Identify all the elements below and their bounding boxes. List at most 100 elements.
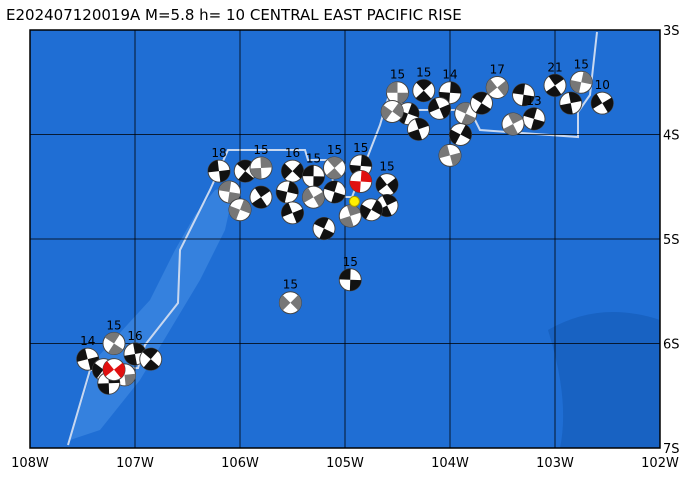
- event-label: 15: [253, 143, 268, 157]
- focal-mechanism: [485, 75, 509, 99]
- focal-mechanism: [249, 156, 273, 180]
- focal-mechanism: [380, 100, 404, 124]
- lat-tick-label: 5S: [663, 233, 680, 248]
- event-label: 15: [416, 66, 431, 80]
- event-label: 16: [127, 329, 142, 343]
- lon-tick-label: 102W: [641, 456, 679, 471]
- event-label: 15: [106, 319, 121, 333]
- event-label: 18: [211, 146, 226, 160]
- focal-mechanism: [438, 143, 462, 167]
- map-frame: [29, 29, 661, 449]
- beachball-quadrants: [349, 170, 372, 193]
- beachball-quadrants: [381, 102, 404, 121]
- focal-mechanism: [449, 123, 472, 146]
- event-label: 16: [285, 146, 300, 160]
- beachball-quadrants: [302, 165, 325, 188]
- focal-mechanism: [275, 180, 299, 204]
- event-label: 14: [442, 68, 457, 82]
- lat-tick-label: 4S: [663, 129, 680, 144]
- beachball-quadrants: [250, 156, 272, 179]
- focal-mechanism: [302, 164, 325, 188]
- event-label: 15: [390, 68, 405, 82]
- beachball-quadrants: [455, 102, 476, 125]
- beachball-quadrants: [503, 113, 523, 136]
- focal-mechanism: [312, 217, 336, 241]
- events: 15 15 14 17 21 15 10 13 18 15 16 15 15 15 15 14 15 16 15 15: [76, 57, 614, 395]
- beachball-quadrants: [251, 186, 271, 209]
- focal-mechanism: [559, 91, 583, 115]
- beachball-quadrants: [570, 71, 593, 94]
- focal-mechanism: [359, 198, 383, 222]
- beachball-quadrants: [415, 79, 432, 102]
- beachball-quadrants: [472, 92, 491, 115]
- event-label: 15: [327, 143, 342, 157]
- beachball-quadrants: [276, 181, 299, 203]
- focal-mechanism: [470, 91, 493, 115]
- focal-mechanism: [349, 154, 373, 178]
- focal-mechanism: [323, 180, 346, 204]
- beachball-quadrants: [449, 124, 472, 145]
- event-label: 15: [283, 278, 298, 292]
- beachball-quadrants: [229, 199, 251, 221]
- focal-mechanism: [590, 91, 614, 115]
- focal-mechanism: [338, 268, 362, 292]
- beachball-quadrants: [326, 156, 343, 179]
- lon-tick-label: 106W: [221, 456, 259, 471]
- beachball-quadrants: [360, 200, 383, 220]
- focal-mechanism: [543, 73, 567, 97]
- lat-tick-label: 3S: [663, 24, 680, 39]
- beachball-quadrants: [439, 144, 461, 167]
- lon-tick-label: 105W: [326, 456, 364, 471]
- lon-tick-label: 107W: [116, 456, 154, 471]
- beachball-quadrants: [142, 348, 160, 371]
- lon-tick-label: 103W: [536, 456, 574, 471]
- beachball-quadrants: [279, 294, 302, 311]
- beachball-quadrants: [349, 154, 372, 177]
- beachball-quadrants: [339, 205, 361, 227]
- focal-mechanism: [249, 185, 273, 209]
- focal-mechanism: [407, 117, 430, 141]
- event-label: 15: [343, 255, 358, 269]
- beachball-quadrants: [103, 361, 125, 379]
- beachball-quadrants: [124, 342, 146, 365]
- focal-mechanism: [139, 347, 163, 371]
- event-label: 15: [306, 151, 321, 165]
- map-title: E202407120019A M=5.8 h= 10 CENTRAL EAST …: [6, 6, 462, 24]
- focal-mechanism: [323, 156, 346, 180]
- lon-tick-label: 108W: [11, 456, 49, 471]
- beachball-quadrants: [339, 268, 362, 291]
- beachball-quadrants: [512, 83, 535, 106]
- beachball-quadrants: [302, 187, 325, 207]
- beachball-quadrants: [208, 160, 230, 182]
- epicenter: [348, 195, 360, 207]
- focal-mechanism: [228, 198, 252, 222]
- focal-mechanism: [102, 332, 126, 355]
- beachball-quadrants: [281, 202, 304, 224]
- focal-mechanism: [302, 185, 325, 209]
- focal-mechanism: [281, 159, 304, 183]
- focal-mechanism: [349, 170, 373, 194]
- beachball-quadrants: [523, 107, 545, 130]
- beachball-quadrants: [323, 181, 346, 203]
- focal-mechanism: [522, 107, 546, 131]
- event-label: 15: [379, 160, 394, 174]
- focal-mechanism: [102, 358, 126, 382]
- lon-tick-label: 104W: [431, 456, 469, 471]
- beachball-quadrants: [218, 180, 241, 203]
- event-label: 21: [547, 60, 562, 74]
- beachball-quadrants: [408, 118, 429, 141]
- beachball-quadrants: [104, 332, 124, 355]
- focal-mechanism: [428, 96, 451, 120]
- event-label: 17: [490, 62, 505, 76]
- beachball-quadrants: [486, 78, 509, 97]
- beachball-quadrants: [559, 92, 582, 115]
- lat-tick-label: 6S: [663, 338, 680, 353]
- beachball-quadrants: [281, 163, 304, 179]
- focal-mechanism: [512, 83, 535, 107]
- focal-mechanism: [278, 291, 302, 315]
- focal-mechanism: [412, 79, 436, 103]
- beachball-quadrants: [591, 93, 614, 113]
- focal-mechanism: [375, 173, 399, 197]
- event-label: 15: [353, 141, 368, 155]
